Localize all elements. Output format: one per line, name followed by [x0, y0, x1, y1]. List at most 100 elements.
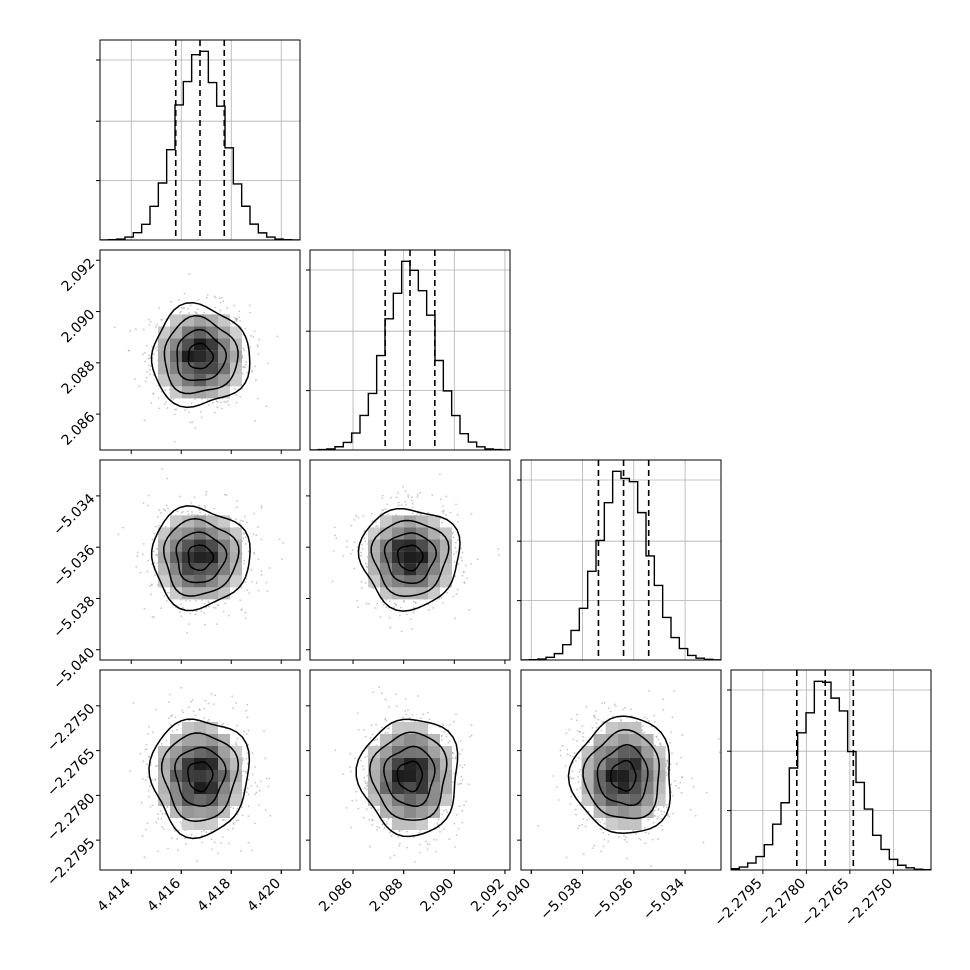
scatter-point — [160, 512, 163, 514]
scatter-point — [220, 842, 223, 844]
scatter-point — [253, 330, 256, 333]
histogram-2 — [521, 470, 721, 660]
scatter-point — [260, 570, 263, 572]
contour-3-0-3 — [148, 718, 251, 840]
contour-1-0-3 — [150, 301, 251, 409]
scatter-point — [382, 603, 385, 606]
scatter-point — [222, 300, 225, 303]
scatter-point — [445, 495, 448, 498]
scatter-point — [155, 547, 158, 550]
scatter-point — [163, 595, 166, 597]
density-cell — [182, 515, 194, 528]
scatter-point — [350, 524, 353, 527]
scatter-point — [253, 512, 255, 515]
density-cell — [629, 782, 642, 794]
scatter-point — [182, 510, 184, 513]
scatter-point — [656, 838, 659, 841]
scatter-point — [646, 717, 648, 720]
density-cell — [605, 758, 618, 770]
scatter-point — [355, 514, 358, 517]
scatter-point — [375, 525, 378, 528]
scatter-point — [463, 804, 465, 807]
scatter-point — [647, 818, 650, 821]
scatter-point — [189, 421, 192, 424]
density-cell — [629, 806, 642, 818]
scatter-point — [351, 799, 354, 802]
scatter-point — [412, 611, 415, 614]
scatter-point — [461, 778, 464, 781]
scatter-point — [194, 311, 196, 313]
scatter-point — [152, 392, 155, 395]
scatter-point — [180, 512, 183, 514]
scatter-point — [599, 821, 602, 823]
scatter-point — [194, 714, 197, 717]
scatter-point — [205, 606, 208, 609]
density-cell — [416, 722, 428, 734]
scatter-point — [666, 759, 668, 762]
density-cell — [182, 350, 194, 363]
scatter-point — [152, 804, 154, 807]
density-cell — [368, 746, 380, 758]
scatter-point — [188, 312, 190, 314]
scatter-point — [154, 347, 157, 350]
scatter-point — [349, 770, 352, 773]
scatter-point — [161, 813, 164, 815]
density-cell — [218, 770, 230, 782]
scatter-point — [176, 838, 179, 841]
scatter-point — [238, 316, 241, 319]
scatter-point — [426, 842, 429, 845]
scatter-point — [254, 419, 256, 422]
scatter-point — [418, 831, 420, 834]
panel-2-2 — [517, 459, 722, 661]
scatter-point — [453, 720, 455, 723]
density-cell — [404, 551, 416, 564]
scatter-point — [189, 612, 192, 615]
scatter-point — [364, 780, 366, 783]
scatter-point — [376, 738, 379, 741]
scatter-point — [247, 815, 250, 817]
scatter-point — [147, 357, 150, 360]
density-cell — [194, 794, 206, 806]
scatter-point — [600, 828, 602, 831]
density-cell — [182, 326, 194, 339]
scatter-point — [411, 714, 414, 716]
scatter-point — [335, 537, 338, 539]
scatter-point — [574, 808, 577, 811]
scatter-point — [227, 403, 230, 406]
scatter-point — [577, 827, 580, 830]
scatter-point — [559, 749, 562, 752]
density-cell — [158, 326, 170, 339]
x-tick-label-0-3: 4.420 — [244, 876, 284, 916]
scatter-point — [203, 707, 206, 710]
scatter-point — [613, 703, 616, 706]
density-cell — [404, 806, 416, 818]
scatter-point — [135, 328, 137, 331]
y-tick-label-1-1: 2.088 — [59, 358, 99, 398]
scatter-point — [159, 810, 162, 812]
panel-frame-1-0 — [99, 249, 301, 451]
density-cell — [605, 818, 618, 830]
scatter-point — [445, 808, 448, 811]
scatter-point — [690, 808, 692, 811]
contour-2-0-1 — [175, 531, 228, 584]
scatter-point — [702, 841, 705, 844]
scatter-point — [665, 806, 668, 809]
scatter-point — [222, 819, 224, 821]
density-cell — [392, 746, 404, 758]
scatter-point — [402, 485, 404, 488]
scatter-point — [239, 599, 242, 602]
scatter-point — [389, 856, 392, 859]
scatter-point — [157, 850, 159, 853]
density-cell — [170, 326, 182, 339]
scatter-point — [241, 806, 243, 809]
density-cell — [440, 575, 452, 588]
scatter-point — [257, 397, 260, 400]
scatter-point — [204, 506, 207, 509]
scatter-point — [410, 499, 413, 502]
scatter-point — [431, 494, 434, 496]
density-cell — [392, 527, 404, 540]
scatter-point — [139, 752, 142, 755]
scatter-point — [362, 768, 365, 771]
scatter-point — [254, 365, 256, 368]
scatter-point — [428, 843, 431, 846]
